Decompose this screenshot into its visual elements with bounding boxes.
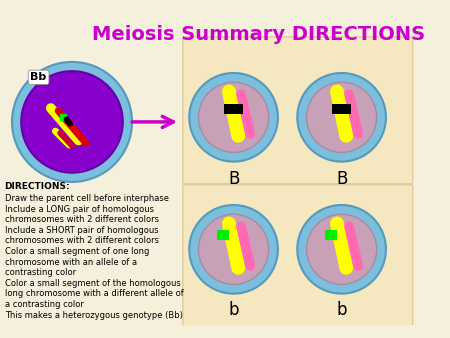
Bar: [325, 230, 337, 240]
Text: Color a small segment of one long: Color a small segment of one long: [4, 247, 149, 256]
FancyBboxPatch shape: [183, 37, 413, 184]
Text: a contrasting color: a contrasting color: [4, 300, 84, 309]
Ellipse shape: [189, 73, 278, 162]
Ellipse shape: [297, 205, 386, 294]
Text: chromosomes with 2 different colors: chromosomes with 2 different colors: [4, 215, 158, 224]
Text: Draw the parent cell before interphase: Draw the parent cell before interphase: [4, 194, 169, 203]
Bar: [225, 104, 243, 114]
Text: This makes a heterozygous genotype (Bb): This makes a heterozygous genotype (Bb): [4, 311, 183, 320]
Text: Color a small segment of the homologous: Color a small segment of the homologous: [4, 279, 180, 288]
Text: chromosome with an allele of a: chromosome with an allele of a: [4, 258, 137, 267]
Ellipse shape: [297, 73, 386, 162]
Ellipse shape: [198, 82, 269, 152]
Bar: [217, 230, 229, 240]
Ellipse shape: [306, 214, 377, 284]
Ellipse shape: [12, 62, 132, 182]
Text: Bb: Bb: [31, 72, 47, 82]
Ellipse shape: [306, 82, 377, 152]
Text: Include a SHORT pair of homologous: Include a SHORT pair of homologous: [4, 226, 158, 235]
Text: b: b: [336, 301, 347, 319]
Bar: [333, 104, 351, 114]
Text: contrasting color: contrasting color: [4, 268, 76, 277]
FancyBboxPatch shape: [183, 185, 413, 327]
Ellipse shape: [21, 71, 123, 173]
Text: long chromosome with a different allele of: long chromosome with a different allele …: [4, 289, 183, 298]
Text: chromosomes with 2 different colors: chromosomes with 2 different colors: [4, 236, 158, 245]
Ellipse shape: [198, 214, 269, 284]
Text: Include a LONG pair of homologous: Include a LONG pair of homologous: [4, 204, 153, 214]
Text: Meiosis Summary DIRECTIONS: Meiosis Summary DIRECTIONS: [92, 25, 425, 44]
Text: B: B: [336, 170, 347, 188]
Text: B: B: [228, 170, 239, 188]
Text: DIRECTIONS:: DIRECTIONS:: [4, 182, 70, 191]
Text: b: b: [228, 301, 239, 319]
Ellipse shape: [189, 205, 278, 294]
